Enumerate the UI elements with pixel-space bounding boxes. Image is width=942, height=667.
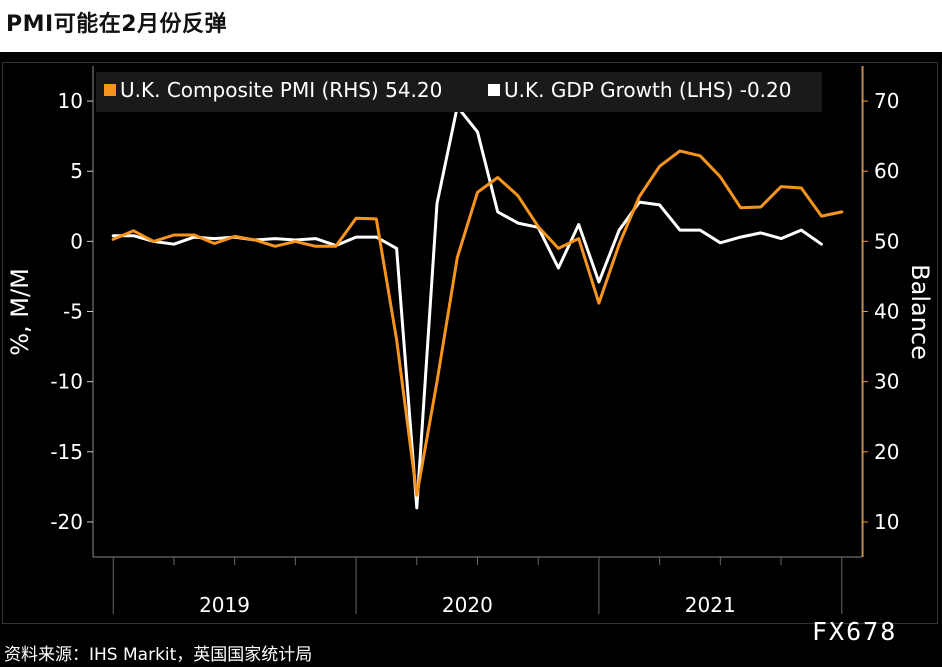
right-axis-title: Balance — [906, 264, 934, 360]
right-tick-label: 30 — [874, 370, 899, 394]
right-tick-label: 20 — [874, 440, 899, 464]
year-label: 2021 — [685, 593, 736, 617]
plot-area — [93, 66, 862, 557]
left-tick-label: 0 — [70, 229, 83, 253]
right-tick-label: 10 — [874, 510, 899, 534]
page-title: PMI可能在2月份反弹 — [6, 12, 228, 37]
left-tick-label: -15 — [50, 440, 83, 464]
right-tick-label: 70 — [874, 89, 899, 113]
title-bar: PMI可能在2月份反弹 — [0, 0, 942, 52]
legend-label-pmi: U.K. Composite PMI (RHS) 54.20 — [120, 78, 443, 102]
left-tick-label: 5 — [70, 159, 83, 183]
watermark: FX678 — [812, 617, 898, 646]
source-note: 资料来源：IHS Markit，英国国家统计局 — [4, 645, 313, 665]
left-tick-label: -10 — [50, 370, 83, 394]
right-tick-label: 60 — [874, 159, 899, 183]
legend-item-pmi: U.K. Composite PMI (RHS) 54.20 — [104, 78, 442, 102]
left-tick-label: -5 — [63, 300, 83, 324]
left-tick-label: -20 — [50, 510, 83, 534]
left-tick-label: 10 — [58, 89, 83, 113]
legend-item-gdp: U.K. GDP Growth (LHS) -0.20 — [488, 78, 791, 102]
legend — [96, 72, 822, 112]
legend-swatch-gdp — [488, 84, 500, 96]
legend-swatch-pmi — [104, 84, 116, 96]
year-label: 2019 — [199, 593, 250, 617]
right-tick-label: 40 — [874, 300, 899, 324]
legend-label-gdp: U.K. GDP Growth (LHS) -0.20 — [504, 78, 792, 102]
left-axis-title: %, M/M — [6, 268, 34, 356]
year-label: 2020 — [442, 593, 493, 617]
right-tick-label: 50 — [874, 229, 899, 253]
